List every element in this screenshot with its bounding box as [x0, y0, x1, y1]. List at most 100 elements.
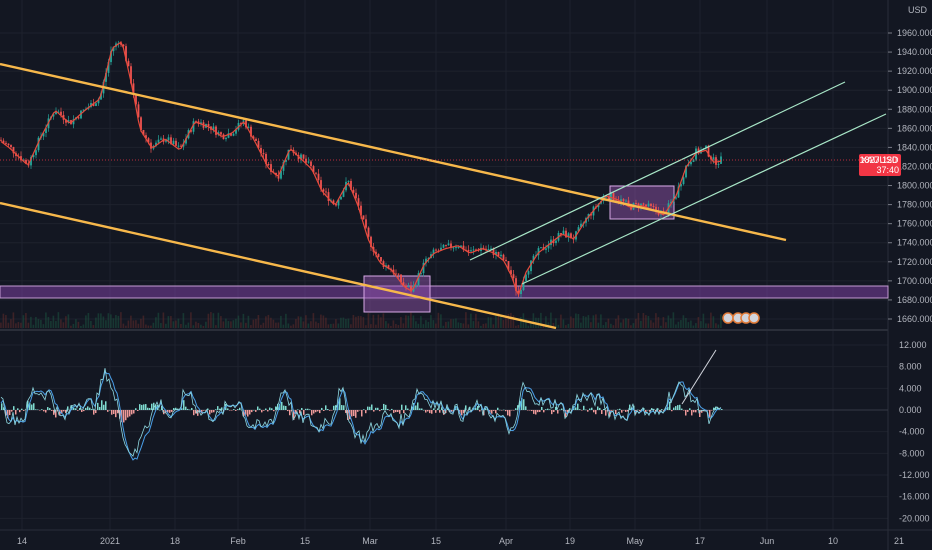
oscillator-axis[interactable]: 12.000 8.000 4.000 0.000 -4.000 -8.000 -12.000… [899, 340, 930, 523]
histogram-bar [275, 406, 277, 410]
support-zone[interactable] [0, 285, 889, 299]
volume-bar [472, 321, 475, 328]
candle-body [127, 60, 130, 67]
candle-body [310, 161, 312, 167]
histogram-bar [287, 410, 289, 412]
volume-bar [85, 315, 87, 328]
candle-body [335, 204, 337, 206]
histogram-bar [353, 410, 355, 417]
histogram-bar [423, 409, 425, 411]
volume-bar [692, 325, 695, 328]
march-consolidation-box[interactable] [363, 275, 431, 313]
histogram-bar [133, 410, 135, 414]
candle-body [505, 259, 507, 262]
candle-body [150, 142, 152, 149]
candle-body [12, 147, 15, 154]
volume-bar [125, 325, 127, 328]
candle-body [375, 251, 377, 255]
candle-body [97, 99, 100, 104]
candle-body [305, 158, 307, 163]
histogram-bar [625, 410, 627, 412]
histogram-bar [561, 408, 563, 410]
volume-bar [377, 314, 380, 328]
histogram-bar [161, 405, 163, 410]
candle-body [112, 46, 115, 52]
volume-bar [387, 323, 390, 328]
histogram-bar [601, 410, 603, 415]
candle-body [107, 62, 110, 73]
histogram-bar [551, 410, 553, 415]
candle-body [487, 248, 490, 250]
histogram-bar [253, 409, 255, 411]
volume-bar [625, 318, 627, 328]
volume-bar [305, 315, 307, 328]
volume-bar [575, 313, 577, 328]
volume-bar [615, 318, 617, 328]
rising-channel-lower-line[interactable] [521, 113, 887, 285]
candle-body [420, 273, 422, 275]
histogram-bar [555, 406, 557, 410]
candle-body [285, 159, 287, 162]
descending-channel-upper-line[interactable] [0, 62, 787, 242]
volume-bar [35, 316, 37, 328]
histogram-bar [115, 410, 117, 418]
volume-bar [105, 320, 107, 328]
price-axis[interactable]: 1660.000 1680.000 1700.000 1720.000 1740.000… [888, 28, 932, 324]
volume-bar [470, 313, 472, 328]
volume-bar [155, 317, 157, 328]
histogram-bar [321, 407, 323, 410]
volume-bar [650, 320, 652, 328]
flag-icon[interactable] [722, 312, 734, 324]
histogram-bar [383, 403, 385, 410]
histogram-bar [623, 410, 625, 411]
time-tick-label: 15 [431, 536, 441, 546]
volume-bar [287, 323, 290, 328]
histogram-bar [323, 410, 325, 411]
histogram-bar [327, 409, 329, 410]
volume-bar [215, 325, 217, 328]
histogram-bar [505, 410, 507, 412]
candle-body [382, 261, 385, 267]
candle-body [317, 173, 320, 181]
histogram-bar [75, 408, 77, 410]
event-icons[interactable] [722, 312, 760, 324]
histogram-bar [617, 409, 619, 410]
candle-body [360, 205, 362, 216]
volume-bar [92, 325, 95, 328]
candle-body [445, 244, 447, 246]
histogram-bar [649, 410, 651, 412]
rising-channel-upper-line[interactable] [469, 81, 846, 261]
time-axis[interactable]: 14 2021 18 Feb 15 Mar 15 Apr 19 May 17 Jun 10 21 [17, 536, 904, 546]
candle-body [590, 214, 592, 216]
volume-bar [212, 313, 215, 328]
volume-bar [700, 321, 702, 328]
volume-bar [72, 323, 75, 328]
volume-bar [82, 324, 85, 328]
volume-bar [185, 324, 187, 328]
divergence-trendline[interactable] [681, 349, 717, 405]
histogram-bar [667, 406, 669, 410]
split-icon[interactable] [748, 312, 760, 324]
volume-bar [260, 324, 262, 328]
histogram-bar [507, 410, 509, 416]
histogram-bar [541, 406, 543, 410]
volume-bar [400, 317, 402, 328]
candle-body [57, 111, 60, 113]
candle-body [645, 204, 647, 207]
histogram-bar [681, 408, 683, 410]
histogram-bar [67, 406, 69, 410]
histogram-bar [695, 410, 697, 413]
descending-channel-lower-line[interactable] [0, 201, 557, 330]
volume-bar [55, 320, 57, 328]
volume-bar [630, 325, 632, 328]
candle-body [200, 122, 202, 125]
histogram-bar [41, 409, 43, 410]
candle-body [65, 119, 67, 123]
histogram-bar [673, 407, 675, 410]
candle-body [712, 157, 715, 160]
candle-body [35, 150, 37, 156]
histogram-bar [169, 410, 171, 413]
histogram-bar [387, 408, 389, 410]
histogram-bar [521, 398, 523, 410]
